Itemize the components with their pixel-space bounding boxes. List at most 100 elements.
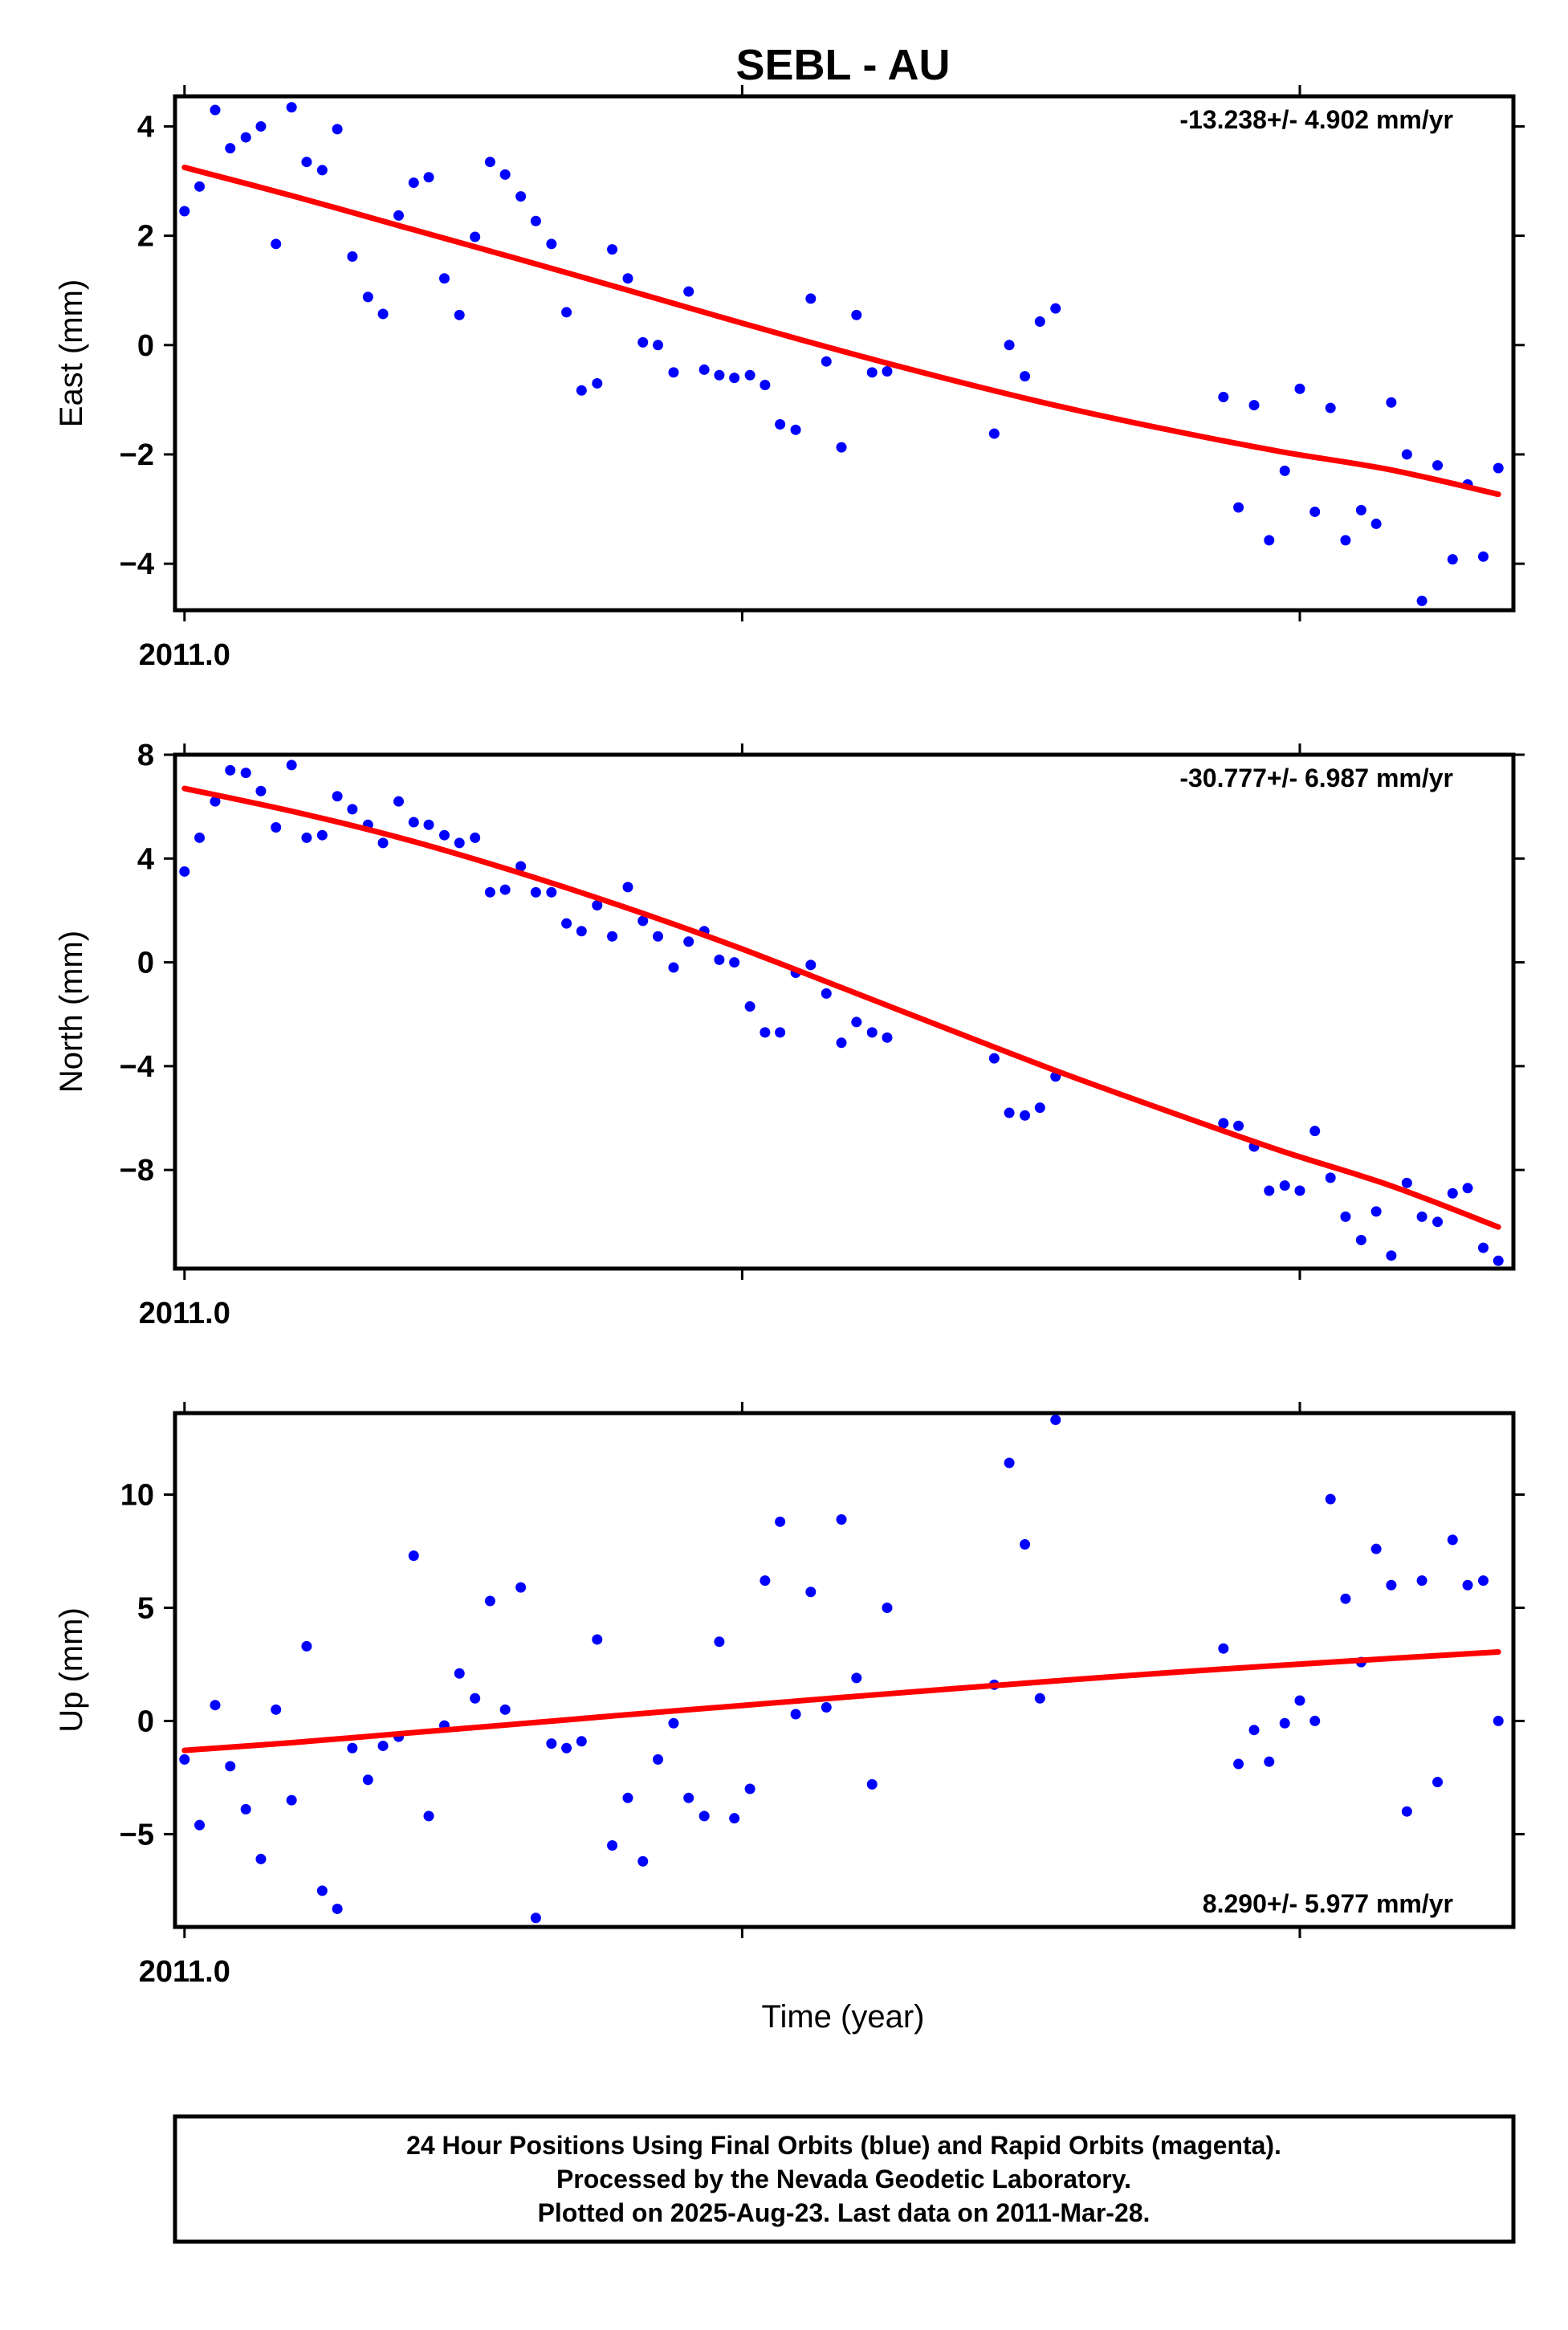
y-tick-label-up: 10 <box>120 1478 154 1512</box>
data-point-east <box>576 385 587 396</box>
data-point-north <box>805 959 817 971</box>
data-point-north <box>988 1053 1000 1064</box>
data-point-up <box>1309 1715 1321 1726</box>
data-point-north <box>851 1016 862 1028</box>
data-point-east <box>530 215 541 226</box>
data-point-north <box>286 760 297 771</box>
data-point-north <box>484 886 495 898</box>
data-point-north <box>668 962 679 973</box>
data-point-up <box>775 1516 786 1527</box>
data-point-north <box>515 861 527 872</box>
data-point-up <box>1447 1534 1458 1546</box>
data-point-up <box>484 1595 495 1607</box>
data-point-north <box>1432 1216 1444 1228</box>
y-axis-label-east: East (mm) <box>54 279 89 427</box>
data-point-up <box>1477 1575 1489 1587</box>
data-point-east <box>851 309 862 320</box>
data-point-up <box>499 1704 511 1715</box>
data-point-up <box>1416 1575 1427 1587</box>
data-point-east <box>805 293 817 304</box>
data-point-north <box>1020 1110 1031 1121</box>
data-point-up <box>683 1792 694 1803</box>
data-point-north <box>347 804 358 815</box>
plot-frame-east <box>173 94 1516 613</box>
data-point-up <box>622 1792 633 1803</box>
data-point-east <box>393 210 405 221</box>
plot-frame-up <box>173 1411 1516 1929</box>
data-point-up <box>332 1903 343 1914</box>
data-point-up <box>607 1840 618 1851</box>
data-point-up <box>210 1700 221 1711</box>
y-tick-label-north: −8 <box>120 1154 154 1187</box>
data-point-east <box>484 157 495 168</box>
data-point-east <box>668 367 679 378</box>
data-point-up <box>1218 1643 1229 1654</box>
data-point-north <box>882 1032 893 1043</box>
data-point-up <box>1264 1756 1275 1767</box>
data-point-up <box>1462 1579 1473 1591</box>
data-point-up <box>714 1636 725 1648</box>
data-point-east <box>1294 383 1305 394</box>
data-point-up <box>301 1640 312 1652</box>
y-tick-label-east: 4 <box>137 110 154 144</box>
data-point-north <box>423 819 434 830</box>
data-point-east <box>255 120 267 132</box>
data-point-north <box>1370 1206 1382 1217</box>
data-point-east <box>499 169 511 180</box>
data-point-east <box>470 231 481 242</box>
data-point-north <box>1355 1234 1366 1245</box>
data-point-up <box>653 1754 664 1765</box>
data-point-east <box>698 364 710 375</box>
data-point-north <box>1462 1183 1473 1194</box>
data-point-north <box>821 988 832 999</box>
y-tick-label-east: 2 <box>137 220 154 254</box>
data-point-north <box>637 915 649 927</box>
data-point-up <box>836 1514 847 1525</box>
plot-area-north <box>179 760 1504 1266</box>
data-point-east <box>332 124 343 135</box>
data-point-north <box>1279 1180 1290 1191</box>
footer-line-3: Plotted on 2025-Aug-23. Last data on 201… <box>538 2198 1151 2227</box>
data-point-up <box>866 1778 878 1790</box>
y-axis-label-north: North (mm) <box>54 931 89 1093</box>
data-point-up <box>1050 1414 1061 1425</box>
rate-label-north: -30.777+/- 6.987 mm/yr <box>1179 764 1453 792</box>
panel-east: −4 −2 0 2 4 2011.0 East (mm) -13.238+/- 4.902 m… <box>54 85 1525 672</box>
data-point-north <box>530 886 541 898</box>
data-point-north <box>866 1027 878 1038</box>
data-point-north <box>316 829 328 841</box>
data-point-east <box>1034 316 1045 328</box>
data-point-east <box>1432 460 1444 471</box>
data-point-east <box>637 336 649 348</box>
data-point-north <box>301 832 312 843</box>
data-point-north <box>1264 1185 1275 1196</box>
data-point-east <box>1248 400 1260 411</box>
data-point-up <box>1432 1777 1444 1788</box>
data-point-east <box>561 307 572 318</box>
data-point-up <box>530 1912 541 1924</box>
x-tick-label-east: 2011.0 <box>139 638 230 672</box>
data-point-up <box>729 1813 740 1824</box>
data-point-up <box>698 1811 710 1822</box>
data-point-east <box>316 165 328 176</box>
data-point-north <box>393 796 405 807</box>
y-tick-label-north: 4 <box>137 842 154 876</box>
data-point-up <box>1004 1457 1015 1468</box>
fit-line-east <box>181 165 1501 498</box>
data-point-east <box>744 369 755 381</box>
data-point-north <box>729 957 740 968</box>
data-point-east <box>836 442 847 453</box>
data-point-up <box>1401 1806 1412 1817</box>
data-point-north <box>1004 1107 1015 1118</box>
data-point-up <box>1279 1717 1290 1729</box>
data-point-east <box>179 206 190 217</box>
x-axis-label: Time (year) <box>762 1999 925 2035</box>
data-point-east <box>1050 303 1061 314</box>
data-point-east <box>423 172 434 183</box>
data-point-east <box>729 373 740 384</box>
data-point-east <box>1370 518 1382 529</box>
data-point-up <box>668 1717 679 1729</box>
data-point-east <box>1325 402 1336 413</box>
data-point-up <box>454 1668 465 1679</box>
data-point-east <box>301 157 312 168</box>
